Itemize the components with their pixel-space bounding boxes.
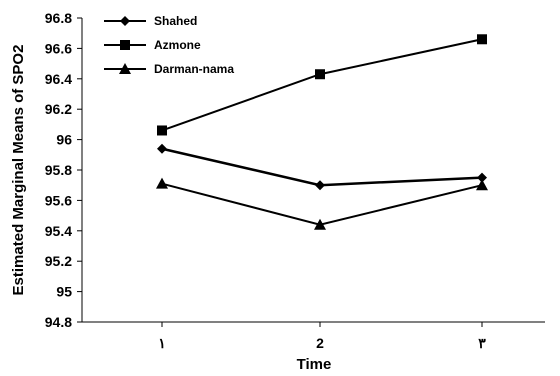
y-axis-title: Estimated Marginal Means of SPO2 bbox=[10, 45, 27, 296]
y-tick-label: 95.6 bbox=[45, 192, 72, 208]
x-ticks: ١ 2 ٣ bbox=[158, 322, 486, 351]
legend-label: Azmone bbox=[154, 38, 201, 52]
diamond-point bbox=[157, 143, 167, 154]
y-tick-label: 96.8 bbox=[45, 10, 72, 26]
legend-triangle-icon bbox=[119, 63, 131, 74]
x-tick-label: ٣ bbox=[478, 335, 486, 351]
square-point bbox=[315, 69, 325, 80]
legend-item: Shahed bbox=[104, 14, 197, 28]
y-tick-label: 95 bbox=[56, 284, 72, 300]
legend: Shahed Azmone Darman-nama bbox=[104, 14, 234, 76]
x-tick-label: ١ bbox=[158, 335, 166, 351]
legend-label: Darman-nama bbox=[154, 62, 234, 76]
y-ticks: 94.8 95 95.2 95.4 95.6 95.8 96 96.2 96.4 96.6 96.8 bbox=[45, 10, 82, 330]
series-line bbox=[161, 182, 483, 226]
square-point bbox=[157, 125, 167, 136]
legend-square-icon bbox=[120, 40, 130, 50]
square-point bbox=[477, 34, 487, 45]
legend-item: Azmone bbox=[104, 38, 201, 52]
series-azmone bbox=[157, 34, 487, 136]
legend-diamond-icon bbox=[120, 16, 130, 26]
series-darman-nama bbox=[156, 177, 488, 230]
series-line bbox=[161, 147, 483, 187]
legend-label: Shahed bbox=[154, 14, 197, 28]
diamond-point bbox=[477, 172, 487, 183]
series-line bbox=[161, 38, 483, 132]
y-tick-label: 94.8 bbox=[45, 314, 72, 330]
x-tick-label: 2 bbox=[316, 335, 324, 351]
y-tick-label: 95.2 bbox=[45, 253, 72, 269]
y-tick-label: 96.6 bbox=[45, 40, 72, 56]
y-tick-label: 95.4 bbox=[45, 223, 72, 239]
series-shahed bbox=[157, 143, 487, 191]
series-layer bbox=[156, 34, 488, 230]
diamond-point bbox=[315, 180, 325, 191]
x-axis-title: Time bbox=[297, 356, 332, 373]
y-tick-label: 96.2 bbox=[45, 101, 72, 117]
y-tick-label: 95.8 bbox=[45, 162, 72, 178]
y-tick-label: 96.4 bbox=[45, 71, 72, 87]
legend-item: Darman-nama bbox=[104, 62, 234, 76]
y-tick-label: 96 bbox=[56, 132, 72, 148]
triangle-point bbox=[156, 177, 168, 189]
triangle-point bbox=[314, 218, 326, 230]
triangle-point bbox=[476, 179, 488, 191]
axes bbox=[81, 18, 545, 323]
